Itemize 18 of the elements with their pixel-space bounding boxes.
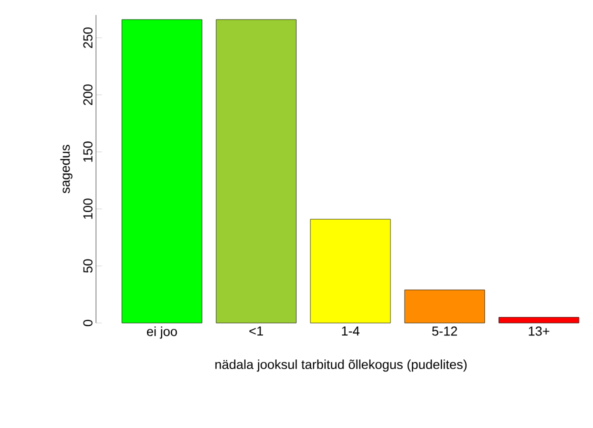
x-tick-label: <1 (249, 326, 263, 336)
bar (122, 19, 202, 324)
x-tick-label: 5-12 (432, 326, 458, 336)
y-tick-label: 150 (83, 142, 92, 162)
y-tick-label: 50 (83, 259, 92, 273)
bar (310, 218, 391, 324)
bar (216, 19, 296, 324)
x-tick-label: ei joo (146, 326, 177, 339)
y-tick-label: 0 (83, 320, 92, 326)
bar (498, 317, 580, 324)
x-axis-title: nädala jooksul tarbitud õllekogus (pudelites) (215, 360, 467, 372)
x-tick-label: 13+ (528, 326, 550, 336)
y-tick-label: 100 (83, 198, 92, 219)
x-tick-label: 1-4 (342, 326, 360, 336)
y-axis-title: sagedus (60, 144, 72, 194)
y-tick-label: 250 (83, 27, 92, 48)
y-tick-label: 200 (83, 84, 92, 106)
bar (404, 290, 485, 324)
